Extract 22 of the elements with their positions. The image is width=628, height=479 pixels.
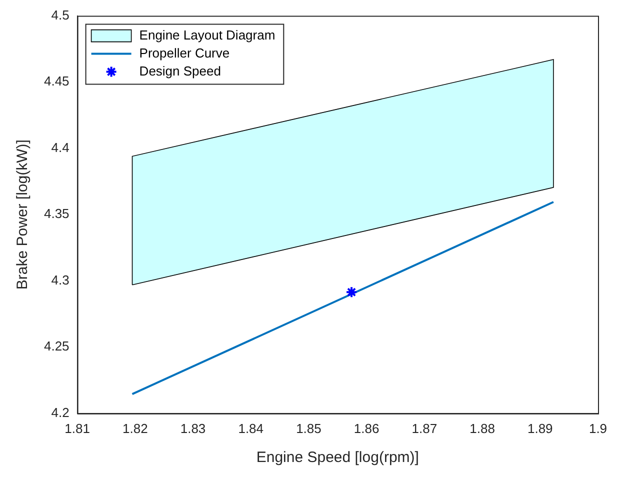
- x-tick-label: 1.89: [527, 420, 553, 436]
- x-tick-label: 1.87: [412, 420, 438, 436]
- y-tick-label: 4.35: [44, 206, 70, 222]
- x-axis-title: Engine Speed [log(rpm)]: [256, 449, 419, 466]
- y-tick-label: 4.2: [51, 404, 70, 420]
- legend-label: Design Speed: [139, 63, 221, 78]
- y-tick-label: 4.3: [51, 272, 70, 288]
- x-tick-label: 1.88: [470, 420, 495, 436]
- y-tick-label: 4.45: [44, 74, 70, 89]
- y-axis-title: Brake Power [log(kW)]: [14, 140, 32, 290]
- legend-label: Propeller Curve: [139, 45, 230, 60]
- x-tick-label: 1.81: [64, 420, 90, 436]
- x-tick-label: 1.82: [122, 420, 148, 436]
- y-tick-label: 4.25: [44, 338, 70, 354]
- y-tick-label: 4.5: [51, 7, 70, 22]
- legend-label: Engine Layout Diagram: [139, 27, 276, 42]
- x-tick-label: 1.84: [238, 420, 264, 436]
- y-tick-label: 4.4: [51, 140, 70, 155]
- x-tick-label: 1.83: [180, 420, 206, 436]
- x-tick-label: 1.9: [588, 420, 608, 436]
- x-tick-label: 1.86: [354, 420, 380, 436]
- x-tick-label: 1.85: [296, 420, 322, 436]
